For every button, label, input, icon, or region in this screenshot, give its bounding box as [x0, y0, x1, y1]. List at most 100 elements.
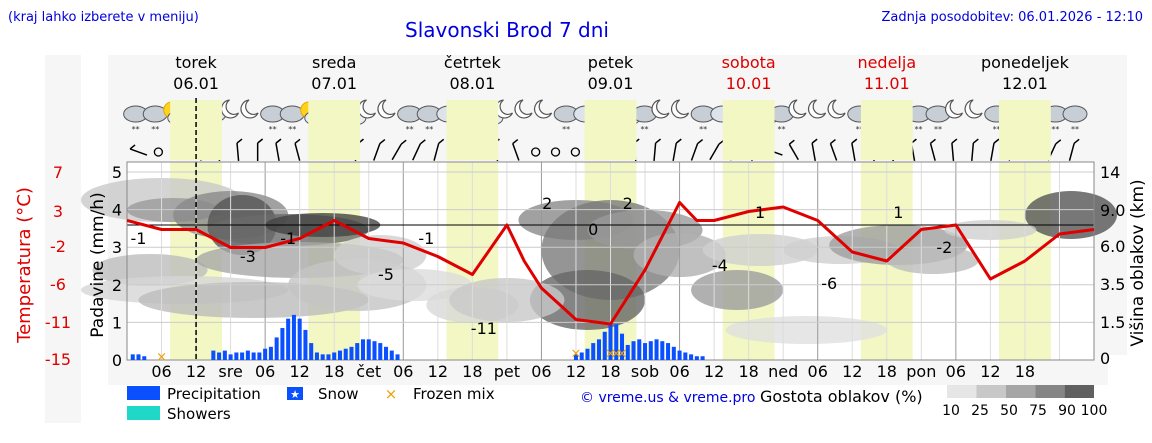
- snow-flakes-icon: **: [699, 125, 707, 134]
- cloud-scale-label: 100: [1081, 403, 1108, 419]
- daylight-band-top: [999, 100, 1051, 160]
- precipitation-axis-label: Padavine (mm/h): [88, 192, 108, 337]
- temperature-label: 1: [755, 203, 765, 222]
- wind-barb-feather: [993, 138, 1000, 144]
- day-name: četrtek: [444, 53, 502, 72]
- time-tick: 06: [669, 362, 689, 381]
- wind-calm-marker: [531, 147, 541, 157]
- wind-barb-feather: [655, 138, 662, 144]
- time-tick: 12: [186, 362, 206, 381]
- snow-flakes-icon: **: [640, 125, 648, 134]
- precip-bar: [637, 339, 642, 360]
- wind-calm-marker: [550, 147, 561, 157]
- wind-barb: [929, 143, 936, 161]
- wind-calm-marker: [570, 147, 581, 157]
- daylight-band-top: [860, 100, 913, 160]
- precip-bar: [677, 350, 682, 360]
- wind-barb: [275, 143, 280, 161]
- wind-barb-feather: [851, 138, 858, 144]
- wind-barb: [990, 143, 995, 161]
- precip-bar: [286, 318, 291, 360]
- time-axis: 06 12 sre 06 12 18 čet 06 12 18 pet 06 12 18 sob 06 12 18…: [151, 362, 1035, 381]
- legend-precipitation-swatch: [127, 386, 160, 400]
- precip-bar: [366, 339, 371, 360]
- wind-barb-feather: [811, 138, 818, 144]
- cloud-scale-swatch: [1064, 385, 1094, 398]
- wind-barb-feather: [972, 138, 979, 144]
- precip-bar: [280, 328, 285, 360]
- moon-icon: [514, 99, 533, 119]
- precip-tick: 5: [112, 163, 122, 182]
- temperature-label: 1: [893, 203, 903, 222]
- day-date: 08.01: [449, 74, 495, 93]
- last-updated: Zadnja posodobitev: 06.01.2026 - 12:10: [881, 10, 1143, 25]
- wind-barb-feather: [1055, 139, 1062, 145]
- wind-barb: [811, 143, 816, 161]
- temperature-label: 2: [542, 194, 552, 213]
- precip-bar: [372, 341, 377, 360]
- temperature-label: -6: [821, 274, 837, 293]
- time-tick: 12: [566, 362, 586, 381]
- day-name: sreda: [312, 53, 356, 72]
- wind-barb-feather: [129, 144, 136, 150]
- day-date: 12.01: [1002, 74, 1048, 93]
- time-tick: čet: [356, 362, 381, 381]
- wind-barb-feather: [275, 138, 282, 144]
- wind-barb-feather: [512, 138, 519, 145]
- precip-bar: [395, 354, 400, 360]
- precip-bar: [337, 350, 342, 360]
- wind-barb-feather: [438, 138, 445, 144]
- precip-tick: 4: [112, 201, 122, 220]
- wind-barb: [951, 142, 955, 162]
- day-date: 11.01: [864, 74, 910, 93]
- frozen-mix-point: ×: [611, 346, 622, 361]
- cloud-scale-label: 90: [1058, 403, 1076, 419]
- wind-barb-feather: [675, 138, 682, 144]
- moon-icon: [788, 99, 807, 119]
- credit: © vreme.us & vreme.pro: [580, 390, 755, 406]
- temperature-label: -11: [471, 319, 497, 338]
- cloud-height-tick: 6.0: [1100, 237, 1125, 256]
- precip-bar: [360, 339, 366, 360]
- precip-bar: [625, 344, 630, 360]
- snow-flakes-icon: **: [993, 125, 1001, 134]
- temperature-tick: 3: [53, 202, 63, 221]
- wind-barb-feather: [257, 138, 264, 144]
- temperature-tick: -2: [50, 237, 66, 256]
- time-tick: 12: [289, 362, 309, 381]
- snow-flakes-icon: **: [151, 125, 159, 134]
- frozen-mix-point: ×: [571, 346, 582, 361]
- wind-barb: [709, 143, 720, 161]
- precip-bar: [666, 343, 671, 360]
- precipitation-bars: [130, 314, 705, 360]
- precip-bar: [309, 343, 314, 360]
- snow-flakes-icon: **: [856, 125, 864, 134]
- day-date: 06.01: [173, 74, 219, 93]
- precip-bar: [579, 352, 584, 360]
- time-tick: 12: [704, 362, 724, 381]
- precip-bar: [378, 343, 383, 360]
- snow-flakes-icon: **: [269, 125, 277, 134]
- cloud-density-scale: 10 25 50 75 90 100: [942, 385, 1107, 419]
- day-name: torek: [175, 53, 217, 72]
- moon-icon: [651, 99, 670, 119]
- day-date: 10.01: [726, 74, 772, 93]
- wind-barb: [236, 142, 240, 162]
- cloud-scale-label: 50: [1000, 403, 1018, 419]
- wind-barb-feather: [697, 138, 704, 145]
- temperature-label: -2: [936, 238, 952, 257]
- temperature-label: -1: [131, 229, 147, 248]
- time-tick: ned: [768, 362, 798, 381]
- precip-bar: [245, 350, 250, 360]
- right-panel: [1107, 55, 1127, 355]
- wind-barb: [294, 143, 301, 161]
- wind-barb-feather: [951, 138, 958, 144]
- daylight-band-top: [308, 100, 361, 160]
- temperature-label: 0: [588, 220, 598, 239]
- cloud-legend-title: Gostota oblakov (%): [760, 387, 923, 406]
- precip-bar: [332, 352, 337, 360]
- temperature-label: -4: [712, 256, 728, 275]
- wind-barb: [788, 143, 799, 161]
- precip-bar: [608, 322, 613, 360]
- precip-bar: [349, 346, 354, 360]
